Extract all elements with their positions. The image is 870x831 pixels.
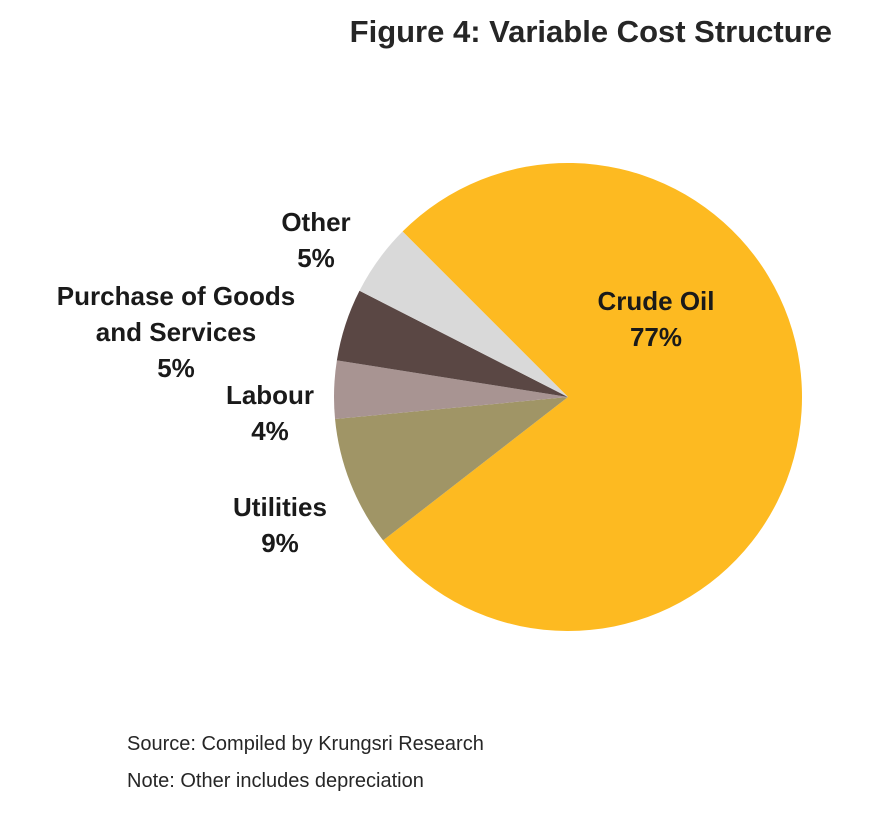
note-text: Note: Other includes depreciation — [127, 770, 424, 792]
pie-slices — [334, 163, 803, 632]
pie-slice-utilities — [335, 397, 568, 541]
source-note: Source: Compiled by Krungsri Research — [127, 733, 484, 755]
pie-slice-other — [359, 231, 568, 397]
slice-label-purchase-of-goods-and-services: Purchase of Goods and Services 5% — [57, 281, 295, 383]
pie-slice-crude-oil — [383, 163, 803, 632]
slice-labels: Crude Oil 77% Utilities 9% Labour 4%Purchase … — [57, 207, 715, 558]
pie-chart: Crude Oil 77% Utilities 9% Labour 4%Purchase … — [57, 163, 803, 632]
pie-slice-labour — [334, 360, 568, 420]
slice-label-crude-oil: Crude Oil 77% — [597, 286, 714, 352]
footnotes: Source: Compiled by Krungsri Research No… — [127, 726, 484, 800]
slice-label-other: Other 5% — [281, 207, 350, 273]
chart-title: Figure 4: Variable Cost Structure — [349, 14, 832, 49]
slice-label-utilities: Utilities 9% — [233, 492, 327, 558]
slice-label-labour: Labour 4% — [226, 380, 314, 446]
pie-slice-purchase-of-goods-and-services — [336, 290, 568, 397]
